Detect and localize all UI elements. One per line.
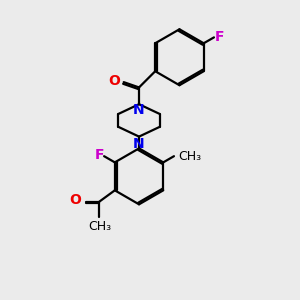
Text: O: O xyxy=(108,74,120,88)
Text: N: N xyxy=(133,103,144,117)
Text: F: F xyxy=(95,148,104,162)
Text: CH₃: CH₃ xyxy=(178,150,202,163)
Text: O: O xyxy=(69,193,81,207)
Text: N: N xyxy=(133,137,144,151)
Text: F: F xyxy=(215,30,224,44)
Text: CH₃: CH₃ xyxy=(88,220,111,233)
